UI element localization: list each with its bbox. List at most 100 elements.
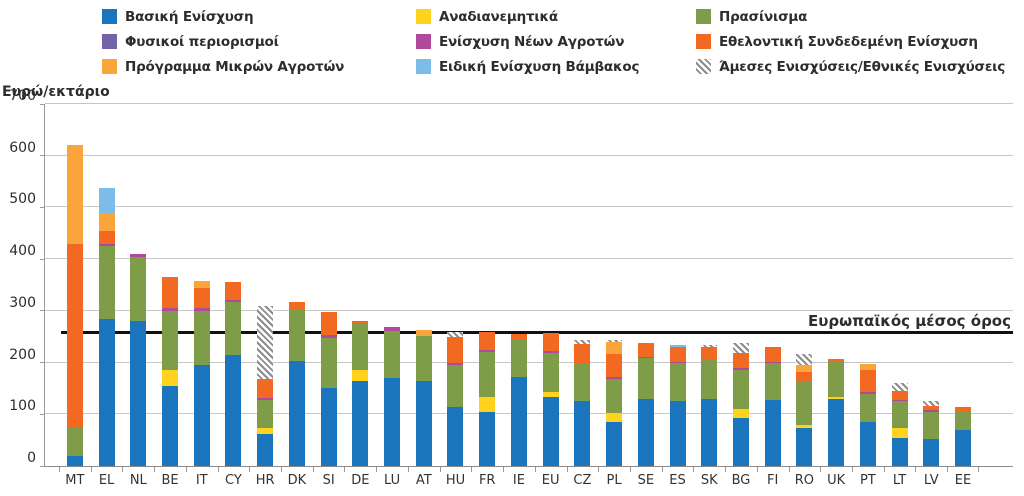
bar-segment [542, 333, 559, 352]
bar-segment [447, 362, 464, 366]
y-axis-tick-mark [40, 103, 45, 105]
x-axis-tick-mark [90, 467, 92, 472]
bar-segment [701, 344, 718, 348]
bar-segment [193, 310, 210, 366]
bar-segment [384, 378, 401, 466]
bar-segment [193, 287, 210, 309]
stacked-bar-se [637, 104, 654, 466]
bar-segment [606, 422, 623, 466]
stacked-bar-pt [859, 104, 876, 466]
x-axis-label-ie: IE [512, 473, 525, 488]
gridline [45, 361, 1013, 363]
legend-item-redistributive: Αναδιανεμητικά [416, 9, 696, 25]
bar-slot-fi: FI [756, 104, 789, 488]
bar-segment [479, 349, 496, 353]
x-axis-tick-mark [281, 467, 283, 472]
bar-slot-ro: RO [788, 104, 821, 488]
x-axis-label-es: ES [669, 473, 686, 488]
x-axis-tick-mark [788, 467, 790, 472]
bar-segment [669, 401, 686, 466]
bar-segment [225, 354, 242, 466]
x-axis-tick-mark [756, 467, 758, 472]
x-axis-label-el: EL [98, 473, 115, 488]
bar-segment [257, 433, 274, 466]
x-axis-label-ro: RO [794, 473, 815, 488]
natural-constraints-swatch-icon [102, 34, 117, 49]
stacked-bar-es [669, 104, 686, 466]
bar-segment [732, 368, 749, 370]
bar-segment [162, 277, 179, 309]
bar-segment [859, 364, 876, 370]
y-axis-tick-mark [40, 362, 45, 364]
stacked-bar-cz [574, 104, 591, 466]
legend-item-national-payments: Άμεσες Ενισχύσεις/Εθνικές Ενισχύσεις [696, 59, 1022, 75]
bar-slot-at: AT [407, 104, 440, 488]
stacked-bar-fr [479, 104, 496, 466]
bar-slot-de: DE [344, 104, 376, 488]
bar-slot-uk: UK [820, 104, 852, 488]
x-axis-tick-mark [566, 467, 568, 472]
bar-segment [828, 397, 845, 399]
bar-slot-cz: CZ [566, 104, 599, 488]
national-payments-swatch-icon [696, 59, 711, 74]
bar-slot-pl: PL [598, 104, 630, 488]
x-axis-tick-mark [312, 467, 314, 472]
bar-segment [923, 439, 940, 466]
bar-segment [162, 308, 179, 311]
bar-segment [732, 343, 749, 353]
x-axis-tick-mark [376, 467, 378, 472]
y-axis-tick-label: 600 [9, 139, 36, 156]
bar-segment [98, 187, 115, 213]
legend-label: Πρόγραμμα Μικρών Αγροτών [125, 58, 345, 75]
x-axis-label-se: SE [637, 473, 655, 488]
bar-segment [415, 330, 432, 337]
x-axis-label-uk: UK [827, 473, 846, 488]
bar-segment [764, 399, 781, 466]
stacked-bar-sk [701, 104, 718, 466]
bar-segment [288, 361, 305, 466]
x-axis-label-cz: CZ [573, 473, 592, 488]
bar-segment [479, 397, 496, 412]
stacked-bar-lv [923, 104, 940, 466]
y-axis-tick-mark [40, 413, 45, 415]
bar-segment [447, 331, 464, 338]
stacked-bar-el [98, 104, 115, 466]
stacked-bar-dk [288, 104, 305, 466]
bar-segment [732, 417, 749, 466]
stacked-bar-pl [606, 104, 623, 466]
y-axis-tick-label: 700 [9, 88, 36, 104]
bar-segment [669, 361, 686, 363]
bar-segment [130, 321, 147, 466]
bar-segment [732, 408, 749, 418]
x-axis-label-eu: EU [541, 473, 560, 488]
x-axis-label-nl: NL [129, 473, 147, 488]
bar-segment [891, 401, 908, 429]
bar-slot-se: SE [629, 104, 662, 488]
bar-segment [510, 339, 527, 377]
bar-segment [66, 145, 83, 244]
gridline [45, 103, 1013, 104]
x-axis-tick-mark [947, 467, 949, 472]
bar-segment [891, 399, 908, 402]
x-axis-tick-mark [534, 467, 536, 472]
plot-area: Ευρωπαϊκός μέσος όρος 700 600 500 400 300 200… [9, 88, 1013, 488]
x-axis-tick-mark [59, 467, 60, 472]
x-axis-tick-mark [154, 467, 156, 472]
x-axis-label-hr: HR [255, 473, 275, 488]
x-axis-tick-mark [185, 467, 187, 472]
gridline [45, 154, 1013, 156]
bar-segment [606, 377, 623, 379]
bar-segment [606, 342, 623, 354]
bar-segment [859, 369, 876, 392]
cotton-payment-swatch-icon [416, 59, 431, 74]
y-axis-tick-mark [40, 206, 45, 208]
greening-swatch-icon [696, 9, 711, 24]
bar-segment [574, 362, 591, 402]
bar-slot-ee: EE [947, 104, 979, 488]
stacked-bar-mt [66, 104, 83, 466]
bar-segment [669, 345, 686, 348]
bar-segment [352, 370, 369, 381]
legend-label: Βασική Ενίσχυση [125, 8, 254, 25]
bar-segment [98, 318, 115, 466]
bar-segment [193, 281, 210, 288]
